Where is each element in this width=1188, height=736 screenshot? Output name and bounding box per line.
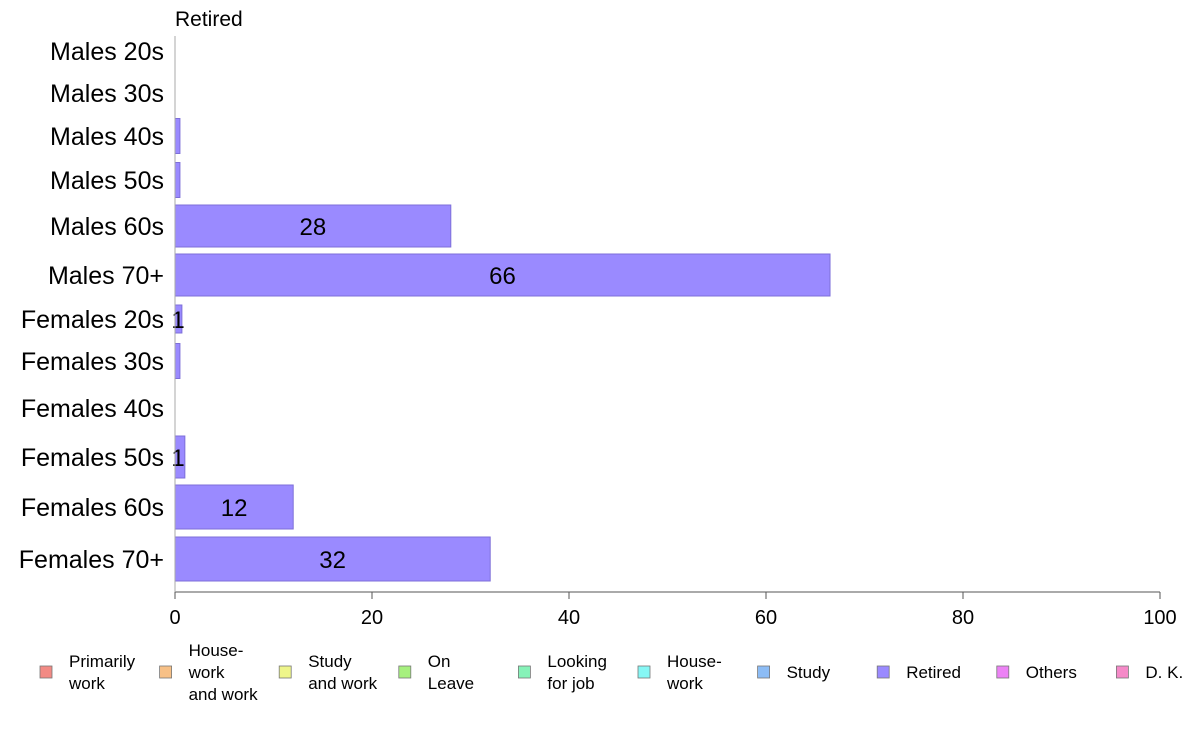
category-label: Males 30s (50, 80, 164, 108)
legend-swatch (159, 665, 173, 679)
legend-item: On Leave (398, 652, 474, 693)
category-label: Females 50s (21, 444, 164, 472)
legend-label: House-work (666, 652, 722, 693)
legend-label: Primarily work (68, 652, 136, 693)
bar (174, 253, 831, 297)
bar-value-label: 66 (489, 263, 516, 290)
category-label: Females 20s (21, 306, 164, 334)
legend-swatch (278, 665, 292, 679)
bars-layer: Males 20s Males 30s Males 40s Males 50s Male… (19, 38, 831, 582)
legend-item: Primarily work (39, 652, 136, 693)
bar-value-label: 1 (171, 445, 184, 472)
category-label: Males 50s (50, 167, 164, 195)
x-tick-label: 80 (952, 607, 974, 629)
legend-item: Others (996, 663, 1077, 682)
bar (174, 343, 181, 379)
bar (174, 162, 181, 198)
x-tick-label: 0 (169, 607, 180, 629)
legend-swatch (1116, 665, 1129, 679)
legend-label: Study (787, 663, 831, 682)
legend-item: Retired (876, 663, 961, 682)
legend-item: House-work (637, 652, 722, 693)
bar (174, 204, 452, 248)
category-label: Males 40s (50, 123, 164, 151)
legend-item: Looking for job (518, 652, 607, 693)
category-label: Males 70+ (48, 262, 164, 290)
legend-item: D. K. (1116, 663, 1183, 682)
category-label: Females 70+ (19, 546, 164, 574)
legend-swatch (996, 665, 1010, 679)
x-axis: 0 20 40 60 80 100 (169, 36, 1177, 629)
legend-swatch (518, 665, 531, 679)
legend-label: Looking for job (547, 652, 607, 693)
category-label: Males 60s (50, 213, 164, 241)
bar (174, 118, 181, 154)
x-tick-label: 40 (558, 607, 580, 629)
legend-swatch (637, 665, 651, 679)
legend-label: D. K. (1145, 663, 1183, 682)
category-label: Males 20s (50, 38, 164, 66)
legend-label: Others (1026, 663, 1077, 682)
legend-label: Study and work (308, 652, 377, 693)
bar (174, 536, 491, 582)
legend-swatch (876, 665, 890, 679)
legend-item: Study and work (278, 652, 378, 693)
x-tick-label: 20 (361, 607, 383, 629)
bar-value-label: 12 (221, 495, 248, 522)
legend-item: Study (757, 663, 831, 682)
legend-swatch (398, 665, 412, 679)
panel-title: Retired (175, 8, 243, 31)
x-tick-label: 60 (755, 607, 777, 629)
category-label: Females 60s (21, 494, 164, 522)
legend-label: Retired (906, 663, 961, 682)
legend-label: On Leave (428, 652, 474, 693)
legend-swatch (757, 665, 770, 679)
legend-item: House-work and work (159, 641, 258, 704)
legend-label: House-work and work (188, 641, 258, 704)
bar-value-label: 1 (171, 307, 184, 334)
x-tick-label: 100 (1143, 607, 1176, 629)
bar-value-label: 28 (300, 214, 327, 241)
bar-value-label: 32 (319, 547, 346, 574)
legend-swatch (39, 665, 53, 679)
category-label: Females 30s (21, 348, 164, 376)
bar (174, 484, 294, 530)
legend: Primarily work House-work and work Study and … (39, 641, 1183, 704)
category-label: Females 40s (21, 395, 164, 423)
